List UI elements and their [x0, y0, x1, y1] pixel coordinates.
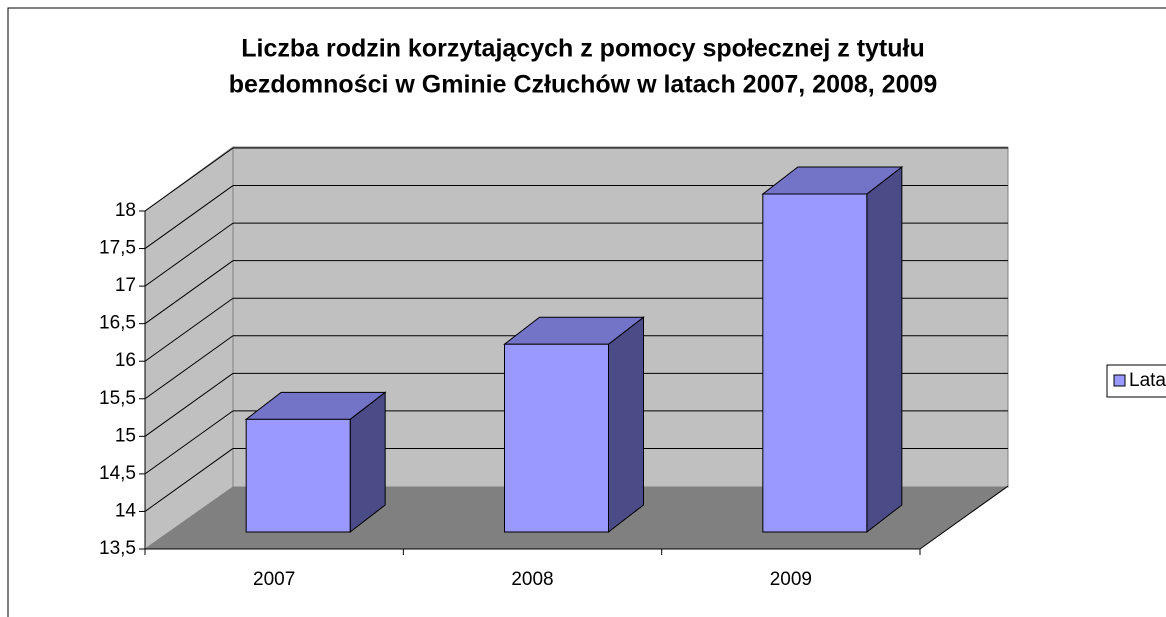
- bar: [761, 165, 904, 534]
- grid-line: [144, 410, 234, 475]
- bar: [244, 391, 387, 534]
- bar-front: [504, 343, 609, 533]
- side-wall: [144, 146, 234, 550]
- x-tick-label: 2008: [511, 569, 553, 590]
- grid-line: [144, 222, 234, 287]
- bar-side: [608, 316, 644, 534]
- grid-line: [144, 297, 234, 362]
- y-tick-label: 16,5: [99, 313, 136, 334]
- chart-subtitle: bezdomności w Gminie Człuchów w latach 2…: [229, 71, 938, 99]
- bar: [503, 316, 645, 534]
- y-tick-label: 18: [115, 200, 136, 221]
- y-tick-label: 15,5: [99, 388, 136, 409]
- grid-line: [144, 372, 234, 437]
- x-tick-label: 2009: [770, 569, 812, 590]
- bar-front: [762, 193, 868, 533]
- bar-front: [245, 418, 351, 533]
- y-tick-label: 13,5: [99, 538, 136, 559]
- grid-line: [144, 260, 234, 325]
- x-tick-label: 2007: [253, 569, 295, 590]
- legend-label: Lata: [1129, 370, 1166, 391]
- x-axis-depth: [919, 485, 1009, 550]
- y-tick-label: 14: [115, 500, 137, 521]
- y-tick-label: 15: [115, 425, 136, 446]
- bar-side: [866, 165, 903, 534]
- grid-line: [144, 147, 234, 212]
- grid-line: [144, 448, 234, 512]
- y-tick-label: 17: [115, 275, 136, 296]
- y-tick-label: 16: [115, 350, 136, 371]
- grid-line: [144, 335, 234, 400]
- legend-swatch: [1113, 374, 1126, 387]
- y-tick-label: 17,5: [99, 238, 136, 259]
- chart-title: Liczba rodzin korzytających z pomocy spo…: [241, 35, 924, 63]
- grid-line: [144, 185, 234, 249]
- y-tick-label: 14,5: [99, 463, 136, 484]
